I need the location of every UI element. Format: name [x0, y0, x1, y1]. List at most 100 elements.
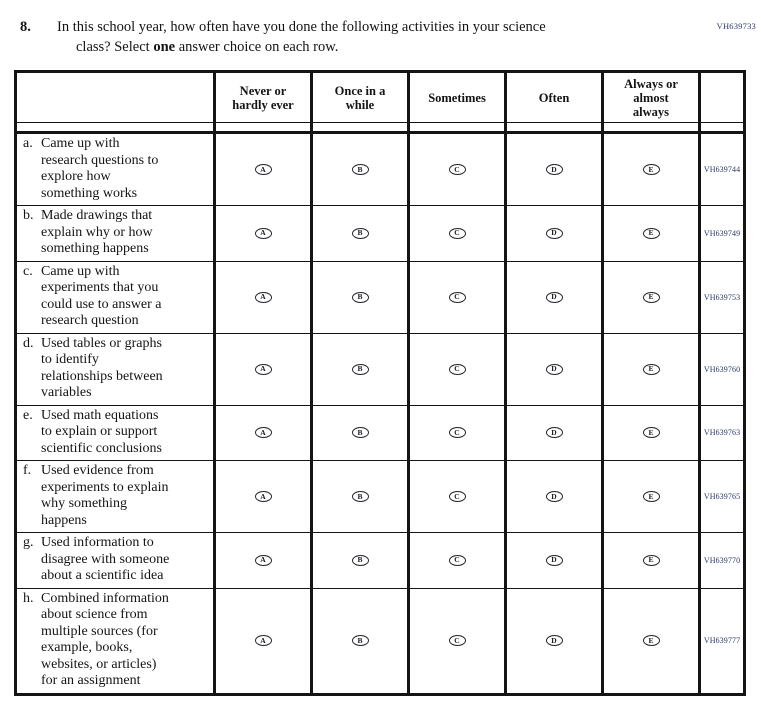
- answer-cell: D: [504, 461, 601, 532]
- header-cell-code: [698, 73, 743, 122]
- answer-cell: A: [213, 261, 310, 333]
- form-item-code: VH639733: [716, 21, 756, 31]
- answer-bubble-e[interactable]: E: [642, 427, 660, 439]
- row-label: Used evidence from experiments to explai…: [41, 463, 169, 528]
- answer-bubble-c[interactable]: C: [448, 491, 466, 502]
- table-row: d. Used tables or graphs to identify rela…: [17, 332, 743, 405]
- row-label-cell: a. Came up with research questions to exp…: [17, 134, 213, 205]
- row-letter: c.: [23, 263, 33, 279]
- answer-cell: A: [213, 533, 310, 588]
- answer-cell: D: [504, 405, 601, 460]
- row-item-code: VH639749: [698, 206, 743, 261]
- answer-cell: D: [504, 533, 601, 588]
- answer-bubble-d[interactable]: D: [545, 491, 563, 502]
- answer-bubble-e[interactable]: E: [642, 554, 660, 566]
- answer-cell: A: [213, 206, 310, 261]
- row-label-cell: f. Used evidence from experiments to expl…: [17, 461, 213, 532]
- answer-bubble-d[interactable]: D: [545, 164, 563, 175]
- answer-bubble-c[interactable]: C: [448, 227, 466, 239]
- row-letter: d.: [23, 335, 34, 351]
- answer-bubble-d[interactable]: D: [545, 363, 563, 375]
- table-row: h. Combined information about science fro…: [17, 587, 743, 693]
- question-text-bold: one: [153, 39, 176, 55]
- row-item-code: VH639765: [698, 461, 743, 532]
- answer-cell: B: [310, 333, 407, 405]
- answer-bubble-b[interactable]: B: [351, 491, 369, 502]
- answer-bubble-c[interactable]: C: [448, 363, 466, 375]
- question-number: 8.: [20, 19, 31, 35]
- answer-bubble-a[interactable]: A: [254, 427, 272, 439]
- answer-bubble-b[interactable]: B: [351, 164, 369, 175]
- answer-cell: C: [407, 261, 504, 333]
- answer-bubble-c[interactable]: C: [448, 291, 466, 303]
- answer-bubble-b[interactable]: B: [351, 363, 369, 375]
- answer-cell: D: [504, 588, 601, 693]
- answer-bubble-d[interactable]: D: [545, 227, 563, 239]
- row-label: Used information to disagree with someon…: [41, 535, 170, 583]
- answer-bubble-b[interactable]: B: [351, 227, 369, 239]
- answer-cell: E: [601, 461, 698, 532]
- header-body-divider: [17, 123, 743, 131]
- answer-cell: E: [601, 533, 698, 588]
- answer-cell: A: [213, 461, 310, 532]
- row-label-cell: d. Used tables or graphs to identify rela…: [17, 334, 213, 405]
- row-item-code: VH639744: [698, 134, 743, 205]
- answer-cell: B: [310, 461, 407, 532]
- answer-bubble-a[interactable]: A: [254, 227, 272, 239]
- answer-bubble-d[interactable]: D: [545, 291, 563, 303]
- answer-bubble-a[interactable]: A: [254, 635, 272, 646]
- answer-bubble-e[interactable]: E: [642, 164, 660, 175]
- answer-bubble-d[interactable]: D: [545, 554, 563, 566]
- question-text-part2: answer choice on each row.: [175, 39, 339, 55]
- answer-cell: D: [504, 261, 601, 333]
- table-row: g. Used information to disagree with some…: [17, 532, 743, 588]
- answer-cell: D: [504, 333, 601, 405]
- answer-bubble-a[interactable]: A: [254, 554, 272, 566]
- answer-bubble-d[interactable]: D: [545, 635, 563, 646]
- answer-bubble-e[interactable]: E: [642, 363, 660, 375]
- row-label-cell: c. Came up with experiments that you coul…: [17, 262, 213, 333]
- answer-bubble-a[interactable]: A: [254, 363, 272, 375]
- answer-bubble-a[interactable]: A: [254, 164, 272, 175]
- answer-bubble-b[interactable]: B: [351, 635, 369, 646]
- answer-cell: C: [407, 533, 504, 588]
- survey-page: { "page": { "top_code": "VH639733" }, "q…: [0, 17, 761, 718]
- answer-bubble-e[interactable]: E: [642, 491, 660, 502]
- answer-bubble-c[interactable]: C: [448, 427, 466, 439]
- answer-cell: E: [601, 261, 698, 333]
- answer-bubble-c[interactable]: C: [448, 635, 466, 646]
- answer-cell: C: [407, 134, 504, 205]
- row-item-code: VH639770: [698, 533, 743, 588]
- header-cell-empty: [17, 73, 213, 122]
- answer-bubble-d[interactable]: D: [545, 427, 563, 439]
- row-label: Came up with research questions to explo…: [41, 136, 159, 201]
- table-row: f. Used evidence from experiments to expl…: [17, 460, 743, 532]
- row-label: Came up with experiments that you could …: [41, 263, 162, 329]
- answer-cell: D: [504, 134, 601, 205]
- answer-bubble-b[interactable]: B: [351, 291, 369, 303]
- table-body: a. Came up with research questions to exp…: [17, 131, 743, 693]
- answer-bubble-c[interactable]: C: [448, 164, 466, 175]
- answer-bubble-e[interactable]: E: [642, 291, 660, 303]
- answer-bubble-b[interactable]: B: [351, 427, 369, 439]
- answer-bubble-e[interactable]: E: [642, 635, 660, 646]
- answer-cell: B: [310, 206, 407, 261]
- row-item-code: VH639777: [698, 588, 743, 693]
- header-cell-often: Often: [504, 73, 601, 122]
- answer-cell: B: [310, 261, 407, 333]
- answer-cell: E: [601, 333, 698, 405]
- answer-cell: B: [310, 588, 407, 693]
- row-item-code: VH639763: [698, 405, 743, 460]
- header-cell-once-in-a-while: Once in a while: [310, 73, 407, 122]
- answer-cell: E: [601, 588, 698, 693]
- answer-bubble-a[interactable]: A: [254, 491, 272, 502]
- answer-cell: A: [213, 134, 310, 205]
- answer-cell: D: [504, 206, 601, 261]
- header-cell-never: Never or hardly ever: [213, 73, 310, 122]
- answer-bubble-a[interactable]: A: [254, 291, 272, 303]
- answer-bubble-e[interactable]: E: [642, 227, 660, 239]
- answer-bubble-c[interactable]: C: [448, 554, 466, 566]
- answer-cell: C: [407, 588, 504, 693]
- answer-bubble-b[interactable]: B: [351, 554, 369, 566]
- answer-cell: A: [213, 333, 310, 405]
